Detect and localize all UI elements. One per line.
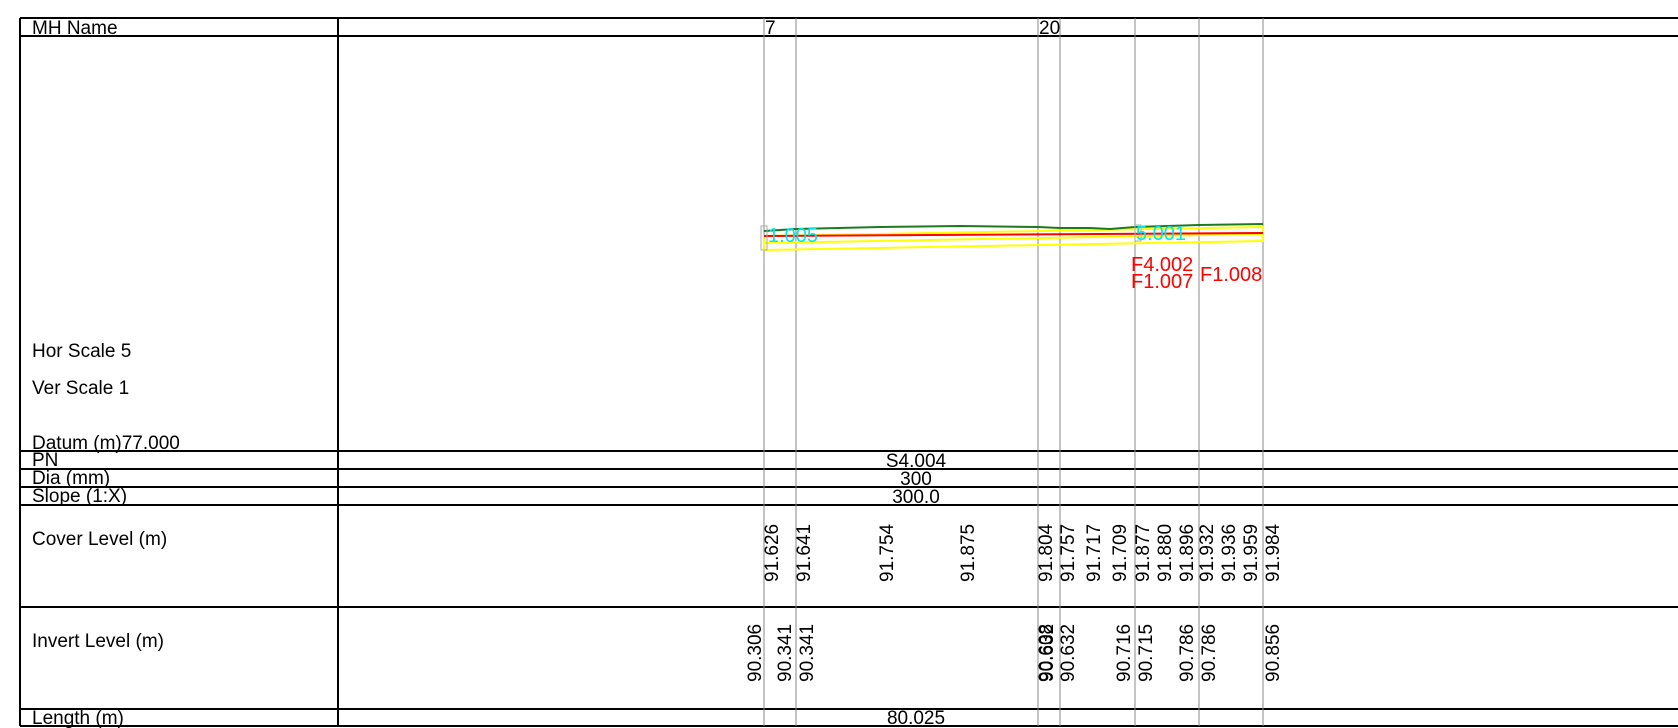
pipe-band-inner <box>763 233 1264 244</box>
cover-level-value: 91.936 <box>1219 524 1240 582</box>
cover-level-value: 91.875 <box>958 524 979 582</box>
hor-scale-label: Hor Scale 5 <box>32 341 131 362</box>
cover-level-value: 91.626 <box>762 524 783 582</box>
pipe-crown-line <box>763 232 1264 237</box>
profile-label-cyan: 1.005 <box>768 225 818 247</box>
cover-level-value: 91.877 <box>1133 524 1154 582</box>
row-label-dia: Dia (mm) <box>32 468 110 489</box>
row-label-invert-level: Invert Level (m) <box>32 631 164 652</box>
cover-level-value: 91.880 <box>1155 524 1176 582</box>
profile-label-red: F4.002 <box>1131 254 1193 276</box>
invert-level-value: 90.306 <box>745 624 766 682</box>
invert-levels: 90.306 90.341 90.341 90.608 90.632 90.63… <box>745 624 1284 682</box>
station-lines <box>763 18 1264 726</box>
cover-level-value: 91.896 <box>1177 524 1198 582</box>
ground-line <box>763 223 1264 232</box>
cover-levels: 91.626 91.641 91.754 91.875 91.804 91.75… <box>762 523 1284 582</box>
profile-label-cyan: 5.001 <box>1136 223 1186 245</box>
manhole-name: 20 <box>1039 18 1060 39</box>
ver-scale-label: Ver Scale 1 <box>32 378 129 399</box>
invert-level-value: 90.786 <box>1199 624 1220 682</box>
manhole-name: 7 <box>765 18 776 39</box>
invert-level-value: 90.786 <box>1177 624 1198 682</box>
invert-level-value: 90.341 <box>797 624 818 682</box>
cover-level-value: 91.932 <box>1197 524 1218 582</box>
row-label-mh-name: MH Name <box>32 18 118 39</box>
profile-label-red: F1.007 <box>1131 271 1193 293</box>
invert-level-value: 90.632 <box>1037 624 1058 682</box>
profile <box>760 223 1264 252</box>
cover-level-value: 91.709 <box>1110 524 1131 582</box>
pipe-diameter: 300 <box>900 469 932 490</box>
cover-level-value: 91.804 <box>1036 523 1057 582</box>
cover-level-value: 91.984 <box>1263 523 1284 582</box>
pipe-number: S4.004 <box>886 451 947 472</box>
cover-level-value: 91.717 <box>1084 524 1105 582</box>
pipe-band <box>763 225 1264 252</box>
row-label-cover-level: Cover Level (m) <box>32 529 167 550</box>
cover-level-value: 91.754 <box>877 523 898 582</box>
invert-level-value: 90.715 <box>1136 624 1157 682</box>
invert-level-value: 90.341 <box>775 624 796 682</box>
invert-level-value: 90.632 <box>1058 624 1079 682</box>
manhole-markers <box>760 224 1142 251</box>
profile-label-red: F1.008 <box>1200 264 1262 286</box>
table-grid <box>19 17 1678 727</box>
row-label-slope: Slope (1:X) <box>32 486 127 507</box>
cover-level-value: 91.959 <box>1241 524 1262 582</box>
invert-level-value: 90.716 <box>1114 624 1135 682</box>
invert-level-value: 90.608 <box>1036 624 1057 682</box>
invert-level-value: 90.856 <box>1263 624 1284 682</box>
row-label-length: Length (m) <box>32 708 124 728</box>
pipe-length: 80.025 <box>887 708 945 728</box>
cover-level-value: 91.641 <box>794 524 815 582</box>
datum-label: Datum (m)77.000 <box>32 433 180 454</box>
row-label-pn: PN <box>32 450 58 471</box>
cover-level-value: 91.757 <box>1058 524 1079 582</box>
pipe-slope: 300.0 <box>892 487 940 508</box>
